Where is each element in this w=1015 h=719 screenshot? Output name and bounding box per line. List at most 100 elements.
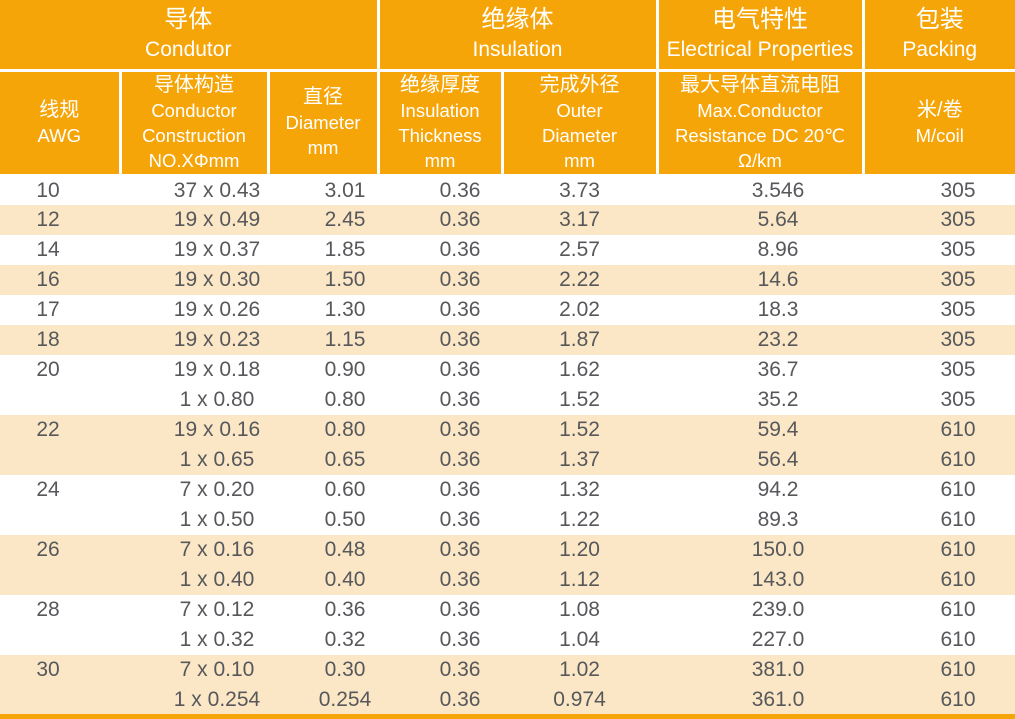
cell-outer_diameter: 2.57 — [559, 238, 600, 261]
cell-awg: 30 — [0, 655, 120, 685]
group-packing-label-zh: 包装 — [915, 5, 964, 33]
cell-outer_diameter: 1.22 — [559, 508, 600, 531]
cell-m_per_coil: 305 — [940, 298, 976, 321]
cell-diameter: 1.30 — [324, 298, 366, 321]
cell-m_per_coil: 305 — [940, 388, 976, 411]
cell-diameter: 0.50 — [324, 508, 366, 531]
cell-awg: 10 — [36, 178, 60, 202]
cell-insulation_thickness: 0.36 — [378, 565, 502, 595]
cell-insulation_thickness: 0.36 — [439, 178, 481, 202]
cell-m_per_coil: 610 — [863, 655, 1015, 685]
cell-diameter: 0.80 — [268, 415, 378, 445]
cell-outer_diameter: 3.17 — [502, 205, 657, 235]
table-row: 1 x 0.40 0.40 0.36 1.12 143.0 610 — [0, 565, 1015, 595]
table-row: 22 19 x 0.16 0.80 0.36 1.52 59.4 610 — [0, 415, 1015, 445]
col-resistance-line-en1: Max.Conductor — [697, 99, 823, 121]
group-header-insulation: 绝缘体 Insulation — [376, 0, 659, 72]
table-row: 24 7 x 0.20 0.60 0.36 1.32 94.2 610 — [0, 475, 1015, 505]
cell-resistance: 56.4 — [657, 445, 863, 475]
cell-resistance: 89.3 — [757, 508, 799, 531]
cell-resistance: 35.2 — [757, 388, 799, 411]
col-awg-line-zh: 线规 — [39, 98, 80, 121]
group-conductor-label-zh: 导体 — [164, 5, 213, 33]
col-header-construction: 导体构造 Conductor Construction NO.XΦmm — [118, 68, 270, 177]
col-header-awg: 线规 AWG — [0, 68, 122, 177]
cell-insulation_thickness: 0.36 — [439, 388, 481, 411]
col-diameter-line-unit: mm — [307, 137, 339, 158]
cell-awg: 17 — [36, 298, 60, 321]
cell-outer_diameter: 1.52 — [502, 415, 657, 445]
cell-insulation_thickness: 0.36 — [439, 478, 481, 501]
table-row: 1 x 0.65 0.65 0.36 1.37 56.4 610 — [0, 445, 1015, 475]
cell-construction: 7 x 0.16 — [120, 535, 268, 565]
cell-construction: 1 x 0.50 — [179, 508, 255, 531]
cell-m_per_coil: 305 — [940, 358, 976, 381]
cell-insulation_thickness: 0.36 — [378, 205, 502, 235]
cell-resistance: 8.96 — [757, 238, 799, 261]
col-construction-line-unit: NO.XΦmm — [148, 149, 240, 171]
cell-diameter: 0.65 — [268, 445, 378, 475]
cell-outer_diameter: 1.87 — [502, 325, 657, 355]
cell-m_per_coil: 305 — [863, 265, 1015, 295]
cell-insulation_thickness: 0.36 — [378, 325, 502, 355]
cell-insulation_thickness: 0.36 — [378, 655, 502, 685]
group-conductor-label-en: Condutor — [145, 37, 232, 61]
cell-outer_diameter: 1.02 — [502, 655, 657, 685]
cell-insulation_thickness: 0.36 — [439, 508, 481, 531]
cell-resistance: 381.0 — [657, 655, 863, 685]
cell-m_per_coil: 305 — [940, 238, 976, 261]
cell-construction: 1 x 0.40 — [120, 565, 268, 595]
cell-m_per_coil: 610 — [863, 685, 1015, 715]
group-electrical-label-zh: 电气特性 — [712, 5, 808, 33]
table-row: 30 7 x 0.10 0.30 0.36 1.02 381.0 610 — [0, 655, 1015, 685]
cell-awg — [0, 625, 120, 655]
cell-resistance: 150.0 — [657, 535, 863, 565]
cell-resistance: 94.2 — [757, 478, 799, 501]
cell-outer_diameter: 2.22 — [502, 265, 657, 295]
cell-outer_diameter: 1.62 — [559, 358, 600, 381]
col-construction-line-zh: 导体构造 — [154, 73, 234, 96]
group-header-row: 导体 Condutor 绝缘体 Insulation 电气特性 Electric… — [0, 0, 1015, 72]
cell-m_per_coil: 610 — [940, 478, 976, 501]
cell-diameter: 0.90 — [324, 358, 366, 381]
cell-construction: 19 x 0.37 — [173, 238, 261, 261]
cell-construction: 7 x 0.12 — [179, 598, 255, 621]
cell-awg: 26 — [0, 535, 120, 565]
cell-resistance: 23.2 — [657, 325, 863, 355]
cell-construction: 19 x 0.30 — [120, 265, 268, 295]
col-diameter-line-en: Diameter — [285, 112, 361, 133]
cell-diameter: 0.32 — [324, 628, 366, 651]
col-header-insulation-thickness: 绝缘厚度 Insulation Thickness mm — [376, 68, 504, 177]
cell-diameter: 1.50 — [268, 265, 378, 295]
col-resistance-line-unit: Ω/km — [738, 149, 782, 171]
col-thickness-line-en1: Insulation — [400, 99, 480, 121]
cell-m_per_coil: 610 — [940, 508, 976, 531]
cell-m_per_coil: 610 — [863, 565, 1015, 595]
col-mcoil-line-en: M/coil — [915, 124, 964, 146]
cell-insulation_thickness: 0.36 — [378, 265, 502, 295]
cell-outer_diameter: 1.32 — [559, 478, 600, 501]
cell-outer_diameter: 1.04 — [559, 628, 600, 651]
cell-awg: 12 — [0, 205, 120, 235]
cell-diameter: 2.45 — [268, 205, 378, 235]
cell-m_per_coil: 610 — [863, 415, 1015, 445]
group-header-conductor: 导体 Condutor — [0, 0, 380, 72]
col-header-outer-diameter: 完成外径 Outer Diameter mm — [500, 68, 659, 177]
col-outer-line-en1: Outer — [556, 99, 603, 121]
cell-outer_diameter: 3.73 — [559, 178, 600, 202]
cell-construction: 7 x 0.20 — [179, 478, 255, 501]
col-outer-line-unit: mm — [564, 149, 595, 171]
cell-diameter: 1.85 — [324, 238, 366, 261]
table-row: 1 x 0.50 0.50 0.36 1.22 89.3 610 — [0, 505, 1015, 535]
cell-awg: 22 — [0, 415, 120, 445]
cell-insulation_thickness: 0.36 — [378, 685, 502, 715]
cell-construction: 19 x 0.16 — [120, 415, 268, 445]
cell-awg — [0, 685, 120, 715]
cell-insulation_thickness: 0.36 — [439, 298, 481, 321]
cell-resistance: 239.0 — [751, 598, 805, 621]
cell-awg: 18 — [0, 325, 120, 355]
cell-diameter: 1.15 — [268, 325, 378, 355]
cell-construction: 19 x 0.18 — [173, 358, 261, 381]
cell-insulation_thickness: 0.36 — [439, 238, 481, 261]
